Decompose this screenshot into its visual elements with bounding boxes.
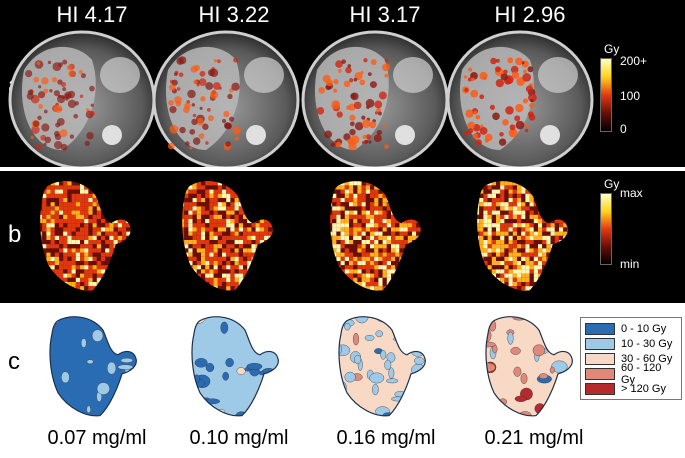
colorbar-a-mid: 100 [620, 89, 641, 103]
panel-a-mri-overlay: a HI 4.17 HI 3.22 HI 3.17 HI 2.96 Gy 200… [0, 0, 685, 170]
legend-label-5: > 120 Gy [621, 382, 666, 395]
legend-item-1: 0 - 10 Gy [585, 321, 677, 336]
hi-title-4: HI 2.96 [494, 2, 566, 27]
row-label-c: c [8, 348, 20, 375]
colorbar-a-max: 200+ [620, 54, 648, 68]
legend-label-4: 60 - 120 Gy [621, 361, 662, 386]
colorbar-a [600, 58, 612, 132]
legend-swatch-1 [585, 322, 615, 335]
isodose-map-2 [191, 316, 279, 417]
dose-legend: 0 - 10 Gy 10 - 30 Gy 30 - 60 Gy 60 - 120… [580, 317, 682, 400]
dose-map-1 [40, 181, 131, 291]
mri-slice-4 [446, 30, 594, 170]
hi-title-2: HI 3.22 [198, 2, 270, 27]
panel-c-isodose-maps: c 0.07 mg/ml 0.10 mg/ml 0.16 mg/ml 0.21 … [0, 303, 685, 458]
mri-slice-1 [8, 30, 156, 170]
mri-slice-3 [301, 30, 449, 170]
legend-label-3: 30 - 60 Gy [621, 352, 673, 365]
colorbar-b-max: max [620, 186, 643, 200]
dose-map-3 [330, 181, 421, 291]
concentration-4: 0.21 mg/ml [484, 427, 584, 449]
colorbar-b-min: min [620, 257, 640, 271]
hi-title-1: HI 4.17 [56, 2, 128, 27]
legend-label-2: 10 - 30 Gy [621, 337, 673, 350]
legend-swatch-4 [585, 367, 615, 380]
isodose-map-group [49, 316, 573, 417]
legend-item-4: 60 - 120 Gy [585, 362, 677, 386]
dose-map-2 [182, 181, 273, 291]
isodose-map-3 [338, 316, 426, 417]
isodose-map-4 [485, 316, 573, 417]
dose-map-group [40, 181, 568, 291]
colorbar-a-min: 0 [620, 122, 627, 136]
colorbar-b-unit: Gy [604, 177, 620, 191]
divider [0, 167, 685, 171]
concentration-2: 0.10 mg/ml [189, 427, 289, 449]
hi-title-3: HI 3.17 [349, 2, 421, 27]
colorbar-b [600, 193, 612, 265]
legend-label-1: 0 - 10 Gy [621, 322, 667, 335]
dose-map-4 [477, 181, 568, 291]
legend-item-5: > 120 Gy [585, 381, 677, 396]
legend-swatch-3 [585, 352, 615, 365]
legend-swatch-2 [585, 337, 615, 350]
mri-slices [8, 30, 594, 170]
colorbar-a-unit: Gy [604, 42, 620, 56]
isodose-map-1 [49, 316, 137, 417]
concentration-1: 0.07 mg/ml [47, 427, 147, 449]
row-label-b: b [8, 221, 22, 248]
legend-swatch-5 [585, 382, 615, 395]
legend-item-3: 30 - 60 Gy [585, 351, 677, 366]
concentration-3: 0.16 mg/ml [336, 427, 436, 449]
legend-item-2: 10 - 30 Gy [585, 336, 677, 351]
mri-slice-2 [152, 30, 300, 170]
panel-b-dose-maps: b Gy max min [0, 171, 685, 303]
